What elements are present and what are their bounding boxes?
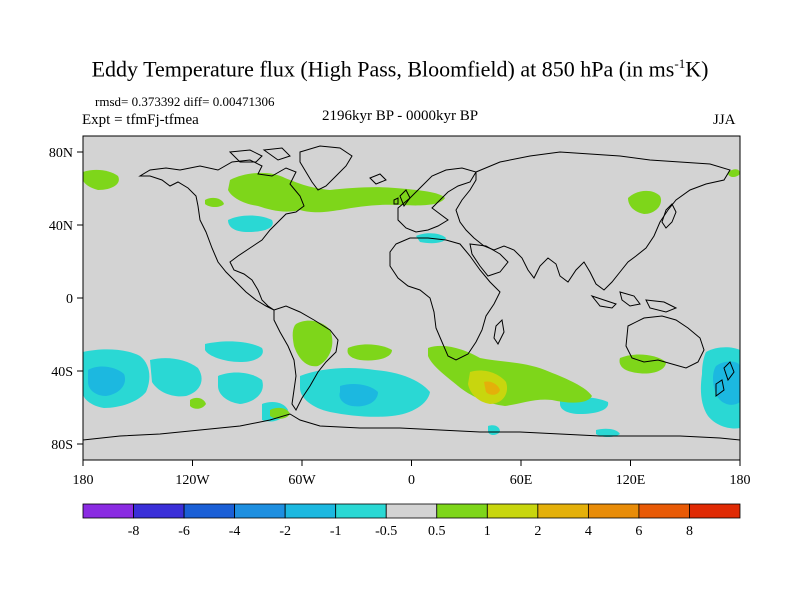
lat-tick-80n: 80N xyxy=(49,146,73,161)
experiment-label: Expt = tfmFj-tfmea xyxy=(82,112,199,128)
negative-anomaly-southern-ocean-core xyxy=(339,384,378,407)
positive-anomaly-south-pacific-small-b xyxy=(270,407,290,419)
coast-australia xyxy=(625,315,705,369)
coast-british-isles xyxy=(393,189,411,208)
lat-tick-marks xyxy=(77,151,83,445)
lon-tick-60w: 60W xyxy=(288,473,316,488)
colorbar-swatch xyxy=(587,503,640,519)
lon-tick-60e: 60E xyxy=(510,473,533,488)
coast-greenland xyxy=(299,145,353,191)
coast-asia xyxy=(455,151,731,291)
negative-anomaly-southern-ocean-a xyxy=(218,372,263,404)
positive-anomaly-east-asia xyxy=(628,190,662,214)
coast-antarctica xyxy=(83,413,740,441)
lat-tick-80s: 80S xyxy=(51,438,73,453)
period-label: 2196kyr BP - 0000kyr BP xyxy=(322,108,479,124)
coast-japan xyxy=(661,203,677,229)
negative-anomaly-south-atlantic-small xyxy=(488,425,500,435)
colorbar-label: -2 xyxy=(279,524,291,539)
title-unit-tail: K) xyxy=(685,56,709,82)
coastlines xyxy=(83,145,740,441)
coast-madagascar xyxy=(493,318,505,345)
colorbar-label: 8 xyxy=(686,524,693,539)
anomaly-fields xyxy=(83,169,740,437)
colorbar-swatch xyxy=(486,503,539,519)
colorbar-swatch xyxy=(638,503,690,519)
colorbar-label: 2 xyxy=(534,524,541,539)
positive-anomaly-south-pacific-small xyxy=(190,397,206,409)
positive-anomaly-pacific-north xyxy=(83,169,119,190)
lon-tick-marks xyxy=(82,460,741,466)
colorbar-label: -1 xyxy=(330,524,342,539)
colorbar-swatch xyxy=(284,503,337,519)
colorbar-labels: -8 -6 -4 -2 -1 -0.5 0.5 1 2 4 6 8 xyxy=(128,524,693,539)
lat-tick-0: 0 xyxy=(66,292,73,307)
positive-anomaly-gulf-alaska xyxy=(205,197,224,207)
lat-tick-40s: 40S xyxy=(51,365,73,380)
coast-arabia xyxy=(469,243,509,277)
colorbar-label: 6 xyxy=(635,524,642,539)
negative-anomaly-antarctic-edge xyxy=(596,428,620,437)
colorbar-label: -8 xyxy=(128,524,140,539)
positive-anomaly-arctic-east xyxy=(728,169,740,177)
positive-anomaly-north-america xyxy=(228,172,445,213)
colorbar-swatch xyxy=(82,503,134,519)
colorbar-swatch xyxy=(537,503,589,519)
colorbar xyxy=(82,503,741,519)
lon-tick-120w: 120W xyxy=(175,473,210,488)
colorbar-swatch xyxy=(234,503,286,519)
coast-indonesia xyxy=(590,291,678,313)
title-text: Eddy Temperature flux (High Pass, Bloomf… xyxy=(91,56,675,82)
colorbar-swatch xyxy=(689,503,741,519)
season-label: JJA xyxy=(713,112,736,128)
positive-anomaly-south-australia xyxy=(619,354,666,374)
coast-iceland xyxy=(369,173,387,185)
negative-anomaly-south-pacific-core xyxy=(88,366,126,396)
colorbar-swatch xyxy=(183,503,236,519)
lon-tick-180w: 180 xyxy=(73,473,94,488)
coast-south-america xyxy=(273,305,339,411)
positive-anomaly-south-america xyxy=(292,320,333,367)
negative-anomaly-north-atlantic xyxy=(228,215,273,232)
lon-tick-180e: 180 xyxy=(730,473,751,488)
figure-title: Eddy Temperature flux (High Pass, Bloomf… xyxy=(0,56,800,82)
lat-tick-labels: 80N 40N 0 40S 80S xyxy=(49,146,73,453)
coast-europe xyxy=(397,167,477,233)
negative-anomaly-south-pacific-b xyxy=(150,358,202,397)
title-unit-exponent: -1 xyxy=(674,56,686,71)
colorbar-swatch xyxy=(385,503,438,519)
coast-north-america xyxy=(138,159,305,311)
coast-africa xyxy=(389,237,501,361)
coast-new-zealand xyxy=(715,361,735,397)
colorbar-label: -0.5 xyxy=(375,524,397,539)
colorbar-label: 1 xyxy=(484,524,491,539)
negative-anomaly-south-pacific-c xyxy=(205,341,263,362)
colorbar-swatch xyxy=(436,503,488,519)
colorbar-label: -6 xyxy=(178,524,190,539)
lon-tick-120e: 120E xyxy=(616,473,646,488)
lat-tick-40n: 40N xyxy=(49,219,73,234)
positive-anomaly-south-atlantic xyxy=(347,344,392,361)
positive-anomaly-south-indian xyxy=(428,345,592,406)
colorbar-swatch xyxy=(335,503,387,519)
colorbar-swatch xyxy=(133,503,185,519)
positive-anomaly-south-indian-peak xyxy=(484,381,500,395)
stats-label: rmsd= 0.373392 diff= 0.00471306 xyxy=(95,94,275,109)
colorbar-label: -4 xyxy=(229,524,241,539)
lon-tick-labels: 180 120W 60W 0 60E 120E 180 xyxy=(73,473,751,488)
coast-arctic-islands xyxy=(228,147,291,163)
colorbar-label: 0.5 xyxy=(428,524,446,539)
colorbar-label: 4 xyxy=(585,524,592,539)
lon-tick-0: 0 xyxy=(408,473,415,488)
